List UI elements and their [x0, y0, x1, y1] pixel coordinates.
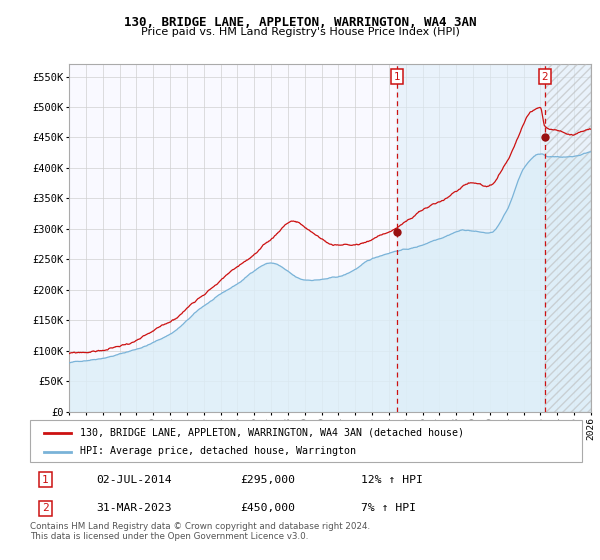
Text: 02-JUL-2014: 02-JUL-2014	[96, 475, 172, 485]
Text: HPI: Average price, detached house, Warrington: HPI: Average price, detached house, Warr…	[80, 446, 356, 456]
Text: Contains HM Land Registry data © Crown copyright and database right 2024.
This d: Contains HM Land Registry data © Crown c…	[30, 522, 370, 542]
Text: Price paid vs. HM Land Registry's House Price Index (HPI): Price paid vs. HM Land Registry's House …	[140, 27, 460, 37]
Bar	[397, 64, 591, 412]
Text: £295,000: £295,000	[240, 475, 295, 485]
Text: 7% ↑ HPI: 7% ↑ HPI	[361, 503, 416, 514]
Text: 1: 1	[394, 72, 401, 82]
Text: 31-MAR-2023: 31-MAR-2023	[96, 503, 172, 514]
Text: 2: 2	[42, 503, 49, 514]
Text: 12% ↑ HPI: 12% ↑ HPI	[361, 475, 423, 485]
Text: 1: 1	[42, 475, 49, 485]
Text: 2: 2	[541, 72, 548, 82]
Text: £450,000: £450,000	[240, 503, 295, 514]
Text: 130, BRIDGE LANE, APPLETON, WARRINGTON, WA4 3AN (detached house): 130, BRIDGE LANE, APPLETON, WARRINGTON, …	[80, 428, 464, 437]
Text: 130, BRIDGE LANE, APPLETON, WARRINGTON, WA4 3AN: 130, BRIDGE LANE, APPLETON, WARRINGTON, …	[124, 16, 476, 29]
